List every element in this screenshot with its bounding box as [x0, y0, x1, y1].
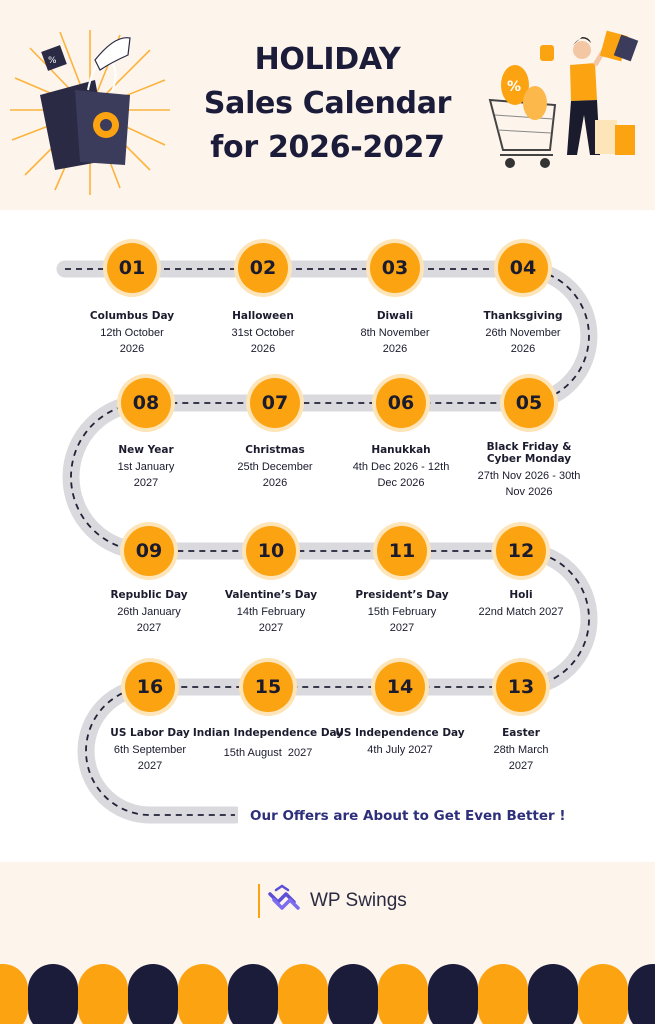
milestone-date: 25th December 2026 [237, 461, 313, 489]
milestone-name: US Labor Day [110, 727, 190, 739]
title-line-1: HOLIDAY [254, 42, 401, 77]
milestone-date: 26th January 2027 [117, 606, 181, 634]
milestone-name: Thanksgiving [483, 310, 563, 322]
milestone-name: US Independence Day [335, 727, 465, 739]
milestone-name: Valentine’s Day [224, 589, 318, 601]
milestone-number: 06 [376, 378, 426, 428]
milestone-number: 13 [496, 662, 546, 712]
milestone-name: Republic Day [110, 589, 188, 601]
milestone-date: 1st January 2027 [117, 461, 175, 489]
milestone-date: 12th October 2026 [100, 327, 164, 355]
svg-text:%: % [507, 79, 521, 95]
milestone-number: 14 [375, 662, 425, 712]
milestone-date: 6th September 2027 [113, 744, 187, 772]
milestone-date: 26th November 2026 [485, 327, 561, 355]
shopper-cart-illustration: % [488, 30, 639, 168]
brand-divider [258, 884, 260, 918]
awning-decoration [0, 964, 655, 1024]
milestone-date: 15th August 2027 [223, 747, 313, 759]
milestone-date: 4th Dec 2026 - 12th Dec 2026 [352, 461, 450, 489]
title-line-3: for 2026-2027 [210, 130, 445, 165]
milestone-date: 8th November 2026 [360, 327, 430, 355]
shopping-bags-illustration: % [10, 30, 170, 195]
footer: WP Swings [0, 862, 655, 1024]
milestone-name: New Year [118, 444, 174, 456]
wp-swings-logo-icon [268, 884, 300, 910]
milestone-name: Diwali [376, 310, 414, 322]
milestone-name: President’s Day [355, 589, 449, 601]
page-title: HOLIDAY Sales Calendar for 2026-2027 [150, 38, 505, 170]
milestone-date: 14th February 2027 [236, 606, 306, 634]
milestone-number: 10 [246, 526, 296, 576]
header: % HOLIDAY Sales Calendar for 2026-2027 % [0, 0, 655, 210]
milestone-date: 31st October 2026 [231, 327, 295, 355]
milestone-number: 08 [121, 378, 171, 428]
milestone-date: 27th Nov 2026 - 30th Nov 2026 [477, 470, 581, 498]
milestone-date: 15th February 2027 [367, 606, 437, 634]
milestone-number: 12 [496, 526, 546, 576]
milestone-date: 22nd Match 2027 [478, 606, 564, 618]
milestone-number: 03 [370, 243, 420, 293]
milestone-number: 05 [504, 378, 554, 428]
milestone-name: Christmas [245, 444, 305, 456]
milestone-name: Columbus Day [89, 310, 175, 322]
milestone-name: Black Friday & Cyber Monday [486, 441, 572, 465]
brand-name: WP Swings [310, 890, 407, 911]
milestone-number: 11 [377, 526, 427, 576]
milestone-date: 28th March 2027 [493, 744, 549, 772]
milestone-number: 09 [124, 526, 174, 576]
milestone-name: Holi [509, 589, 533, 601]
svg-text:%: % [48, 56, 57, 66]
milestone-number: 15 [243, 662, 293, 712]
brand: WP Swings [258, 882, 407, 920]
milestone-name: Indian Independence Day [192, 727, 344, 739]
milestone-date: 4th July 2027 [367, 744, 433, 756]
title-line-2: Sales Calendar [203, 86, 452, 121]
milestone-number: 16 [125, 662, 175, 712]
milestone-name: Hanukkah [371, 444, 431, 456]
milestone-name: Easter [502, 727, 540, 739]
milestone-number: 07 [250, 378, 300, 428]
milestone-name: Halloween [232, 310, 294, 322]
milestone-number: 01 [107, 243, 157, 293]
milestone-number: 04 [498, 243, 548, 293]
offers-tagline: Our Offers are About to Get Even Better … [238, 805, 578, 827]
milestone-number: 02 [238, 243, 288, 293]
